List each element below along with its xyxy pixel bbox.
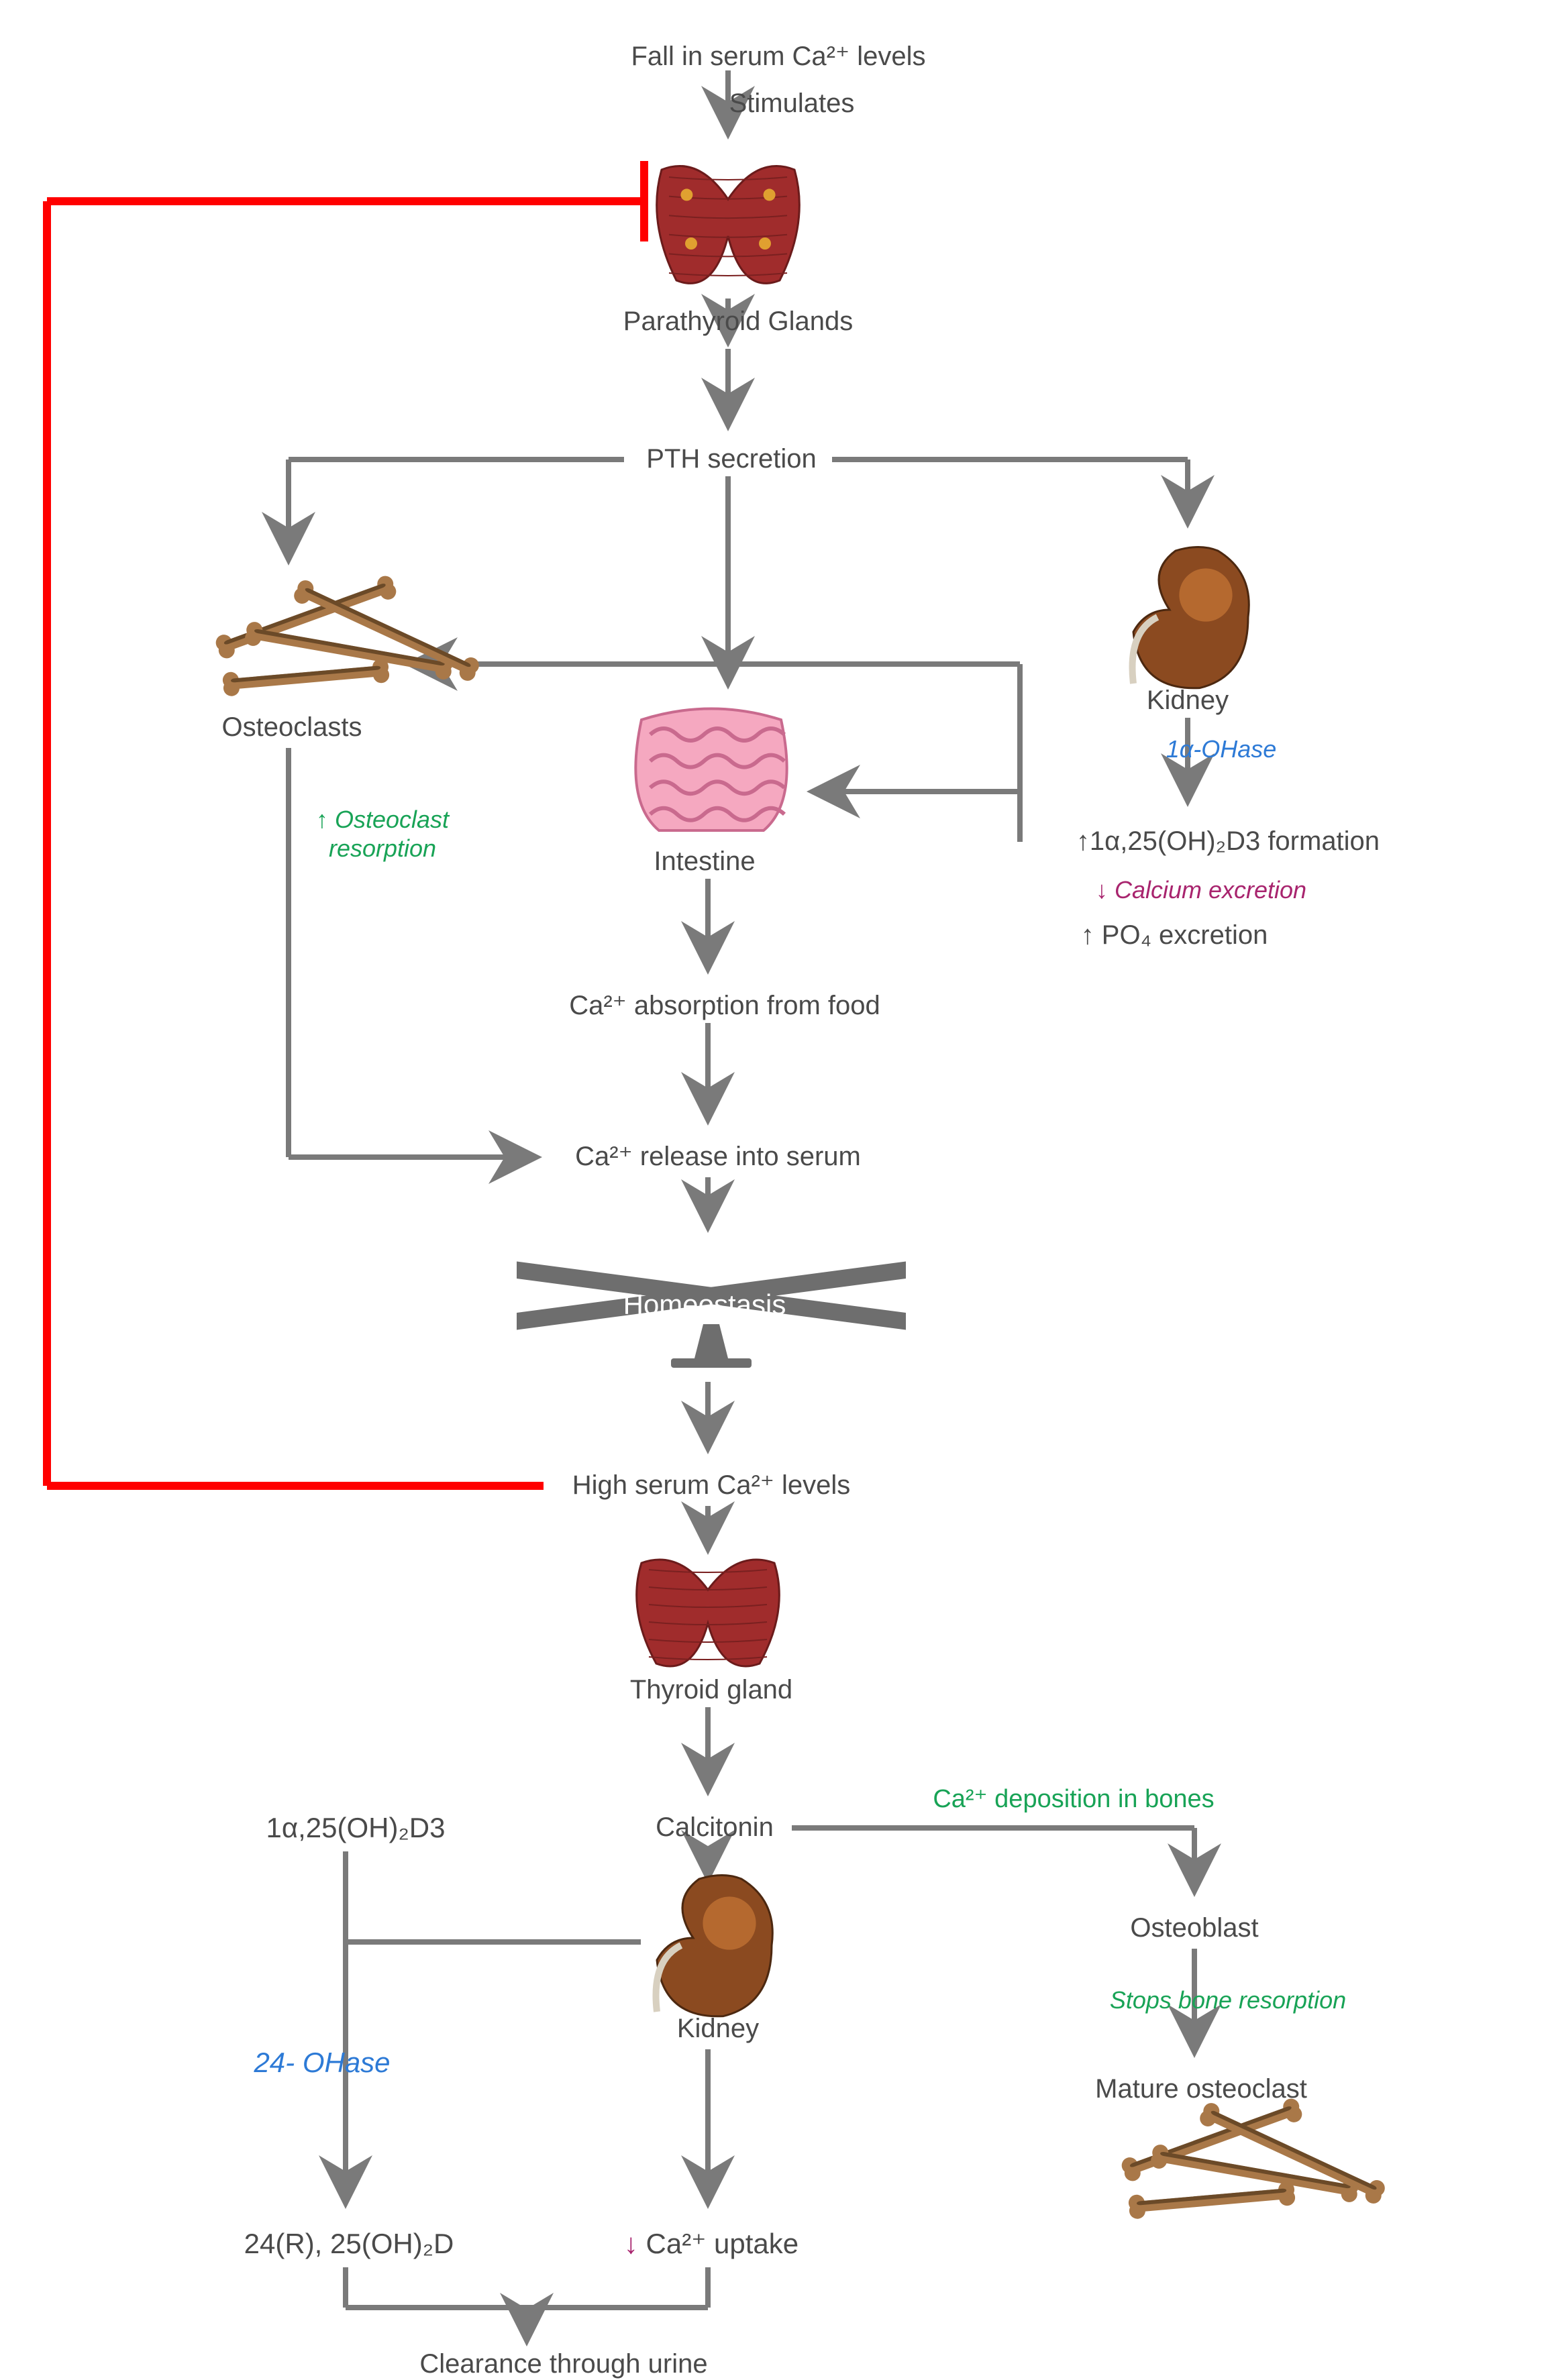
label-n_caexcr: ↓ Calcium excretion xyxy=(1060,875,1342,904)
thyroid-icon xyxy=(637,1560,780,1666)
label-n_homeo: Homeostasis xyxy=(604,1288,805,1321)
label-n_stopres: Stops bone resorption xyxy=(1074,1986,1382,2014)
label-n_pth_g: Parathyroid Glands xyxy=(597,305,879,337)
label-n_d3form: ↑1α,25(OH)₂D3 formation xyxy=(1047,825,1409,857)
label-n_osteoc: Osteoclasts xyxy=(205,711,379,743)
kidney-icon xyxy=(1133,547,1249,688)
label-n_intest: Intestine xyxy=(637,845,772,877)
label-n_d3left: 1α,25(OH)₂D3 xyxy=(242,1811,470,1845)
label-n_po4: ↑ PO₄ excretion xyxy=(1047,919,1302,951)
label-n_matoc: Mature osteoclast xyxy=(1074,2073,1329,2105)
label-n_highca: High serum Ca²⁺ levels xyxy=(557,1469,866,1501)
label-n_calcit: Calcitonin xyxy=(637,1811,792,1843)
bones-icon xyxy=(1119,2096,1387,2220)
parathyroid-icon xyxy=(657,166,800,284)
label-n_stim: Stimulates xyxy=(705,87,879,119)
label-n_pth_s: PTH secretion xyxy=(631,443,832,475)
label-n_cadep: Ca²⁺ deposition in bones xyxy=(892,1784,1255,1815)
label-n_kidney1: Kidney xyxy=(1127,684,1248,716)
label-n_clear: Clearance through urine xyxy=(389,2348,738,2380)
bones-icon xyxy=(213,574,481,697)
label-n_osteor: ↑ Osteoclastresorption xyxy=(289,805,476,863)
label-n_24r: 24(R), 25(OH)₂D xyxy=(221,2227,476,2261)
diagram-canvas: Fall in serum Ca²⁺ levels Stimulates Parat… xyxy=(0,0,1546,2377)
label-n_carel: Ca²⁺ release into serum xyxy=(550,1140,886,1173)
label-n_caabs: Ca²⁺ absorption from food xyxy=(537,989,913,1022)
kidney-icon xyxy=(656,1876,773,2016)
label-n_1aoh: 1α-OHase xyxy=(1147,735,1295,763)
label-n_osteobl: Osteoblast xyxy=(1114,1912,1275,1944)
label-n_thygl: Thyroid gland xyxy=(611,1674,812,1706)
label-n_fall: Fall in serum Ca²⁺ levels xyxy=(604,40,953,72)
intestine-icon xyxy=(635,709,786,831)
label-n_24oh: 24- OHase xyxy=(228,2046,416,2079)
label-n_caup: ↓ Ca²⁺ uptake xyxy=(604,2227,819,2261)
label-n_kidney2: Kidney xyxy=(658,2012,778,2045)
